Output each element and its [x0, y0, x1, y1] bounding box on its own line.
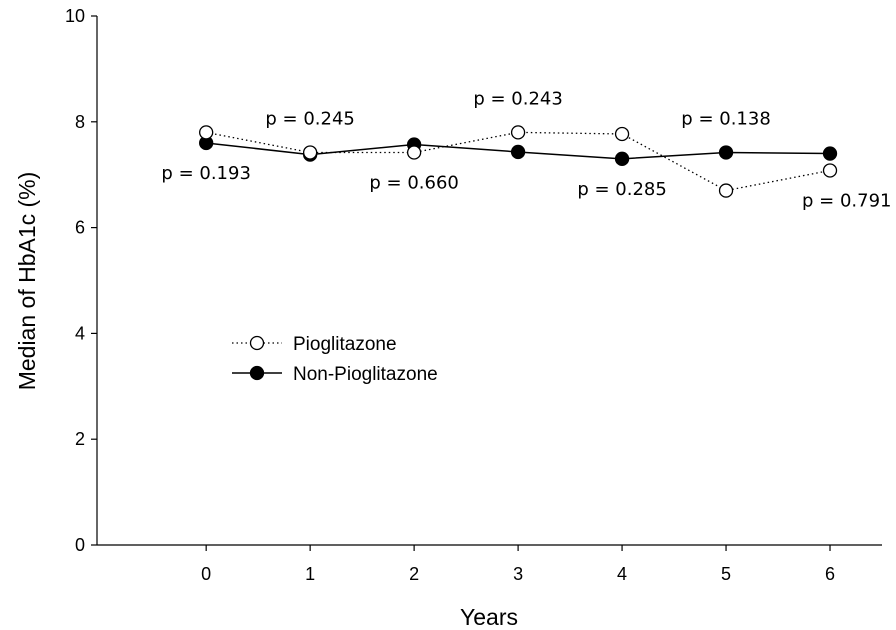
data-point [718, 183, 734, 198]
x-tick-label: 0 [201, 564, 211, 584]
legend: Pioglitazone Non-Pioglitazone [232, 334, 438, 385]
legend-marker [249, 365, 265, 381]
data-point [614, 151, 630, 166]
p-value-label: p = 0.138 [681, 108, 770, 129]
p-value-label: p = 0.243 [473, 88, 562, 109]
y-tick-label: 8 [75, 112, 85, 132]
y-tick-label: 4 [75, 323, 85, 343]
x-tick-label: 1 [305, 564, 315, 584]
data-point [718, 145, 734, 160]
annotation-layer: p = 0.193 p = 0.245 p = 0.660 p = 0.243 p = … [161, 88, 891, 211]
y-tick-label: 0 [75, 535, 85, 555]
y-tick-label: 6 [75, 218, 85, 238]
series-pioglitazone [199, 125, 838, 198]
p-value-label: p = 0.193 [161, 163, 250, 184]
series-line [206, 131, 831, 192]
y-tick-label: 2 [75, 429, 85, 449]
x-tick-label: 2 [409, 564, 419, 584]
data-point [822, 146, 838, 161]
axes: 0 2 4 6 8 10 0 1 2 3 4 5 6 [65, 6, 882, 584]
x-axis-title: Years [460, 604, 518, 630]
data-point [302, 145, 318, 160]
p-value-label: p = 0.660 [369, 172, 458, 193]
data-point [822, 163, 838, 178]
data-point [199, 125, 214, 140]
series-non-pioglitazone [199, 135, 838, 166]
y-tick-label: 10 [65, 6, 85, 26]
x-tick-label: 3 [513, 564, 523, 584]
legend-label: Non-Pioglitazone [293, 364, 438, 385]
legend-entry: Non-Pioglitazone [232, 364, 438, 385]
y-axis-title: Median of HbA1c (%) [14, 172, 40, 391]
legend-label: Pioglitazone [293, 334, 397, 355]
x-tick-label: 6 [825, 564, 835, 584]
data-point [510, 144, 526, 160]
legend-marker [249, 335, 265, 351]
p-value-label: p = 0.285 [577, 179, 666, 200]
data-point [510, 125, 526, 140]
p-value-label: p = 0.791 [802, 190, 891, 211]
series-layer [199, 125, 838, 198]
x-tick-label: 5 [721, 564, 731, 584]
data-point [614, 126, 630, 142]
legend-entry: Pioglitazone [232, 334, 397, 355]
data-point [406, 145, 422, 160]
p-value-label: p = 0.245 [265, 108, 354, 129]
x-tick-label: 4 [617, 564, 627, 584]
